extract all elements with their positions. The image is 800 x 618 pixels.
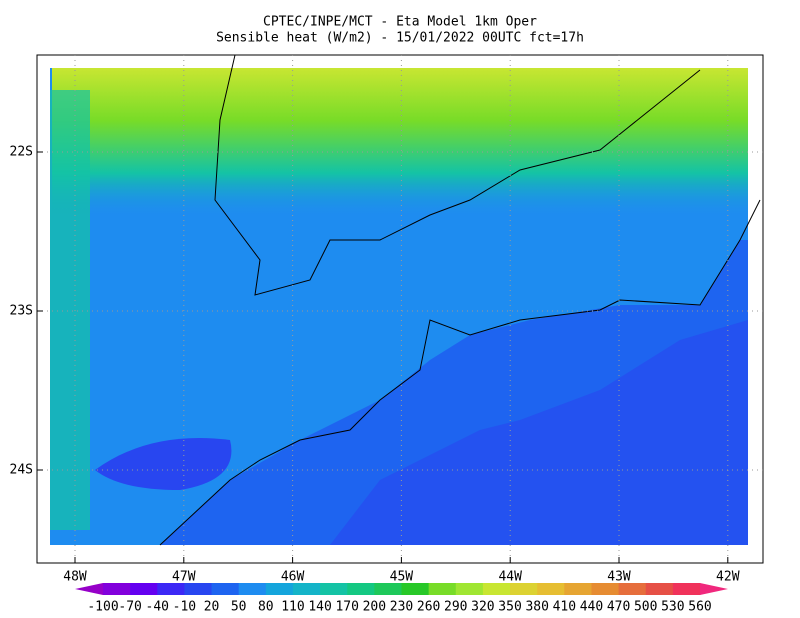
lon-label: 46W [281,570,305,585]
lon-label: 44W [498,570,522,585]
title-line-2: Sensible heat (W/m2) - 15/01/2022 00UTC … [216,31,584,46]
colorbar-box [618,583,647,595]
colorbar-box [645,583,674,595]
title-line-1: CPTEC/INPE/MCT - Eta Model 1km Oper [263,15,537,30]
colorbar-label: -100 [87,600,118,615]
colorbar-label: 170 [335,600,358,615]
lat-label: 23S [10,304,33,319]
colorbar-label: 110 [281,600,304,615]
colorbar-box [537,583,565,595]
colorbar-box [401,583,430,595]
colorbar-label: 80 [258,600,274,615]
colorbar-box [672,583,701,595]
colorbar-label: 20 [204,600,220,615]
colorbar-label: 290 [444,600,467,615]
colorbar-box [347,583,375,595]
colorbar-box [455,583,484,595]
lat-label: 24S [10,463,33,478]
colorbar-low-end [75,583,103,595]
colorbar-high-end [700,583,728,595]
colorbar-box [130,583,158,595]
colorbar-box [238,583,267,595]
colorbar-box [510,583,538,595]
coastline [159,199,761,546]
state-border [214,54,701,296]
colorbar-box [184,583,213,595]
ocean-deep [330,320,748,545]
colorbar-box [265,583,294,595]
lat-label: 22S [10,145,33,160]
colorbar-box [292,583,321,595]
lon-label: 42W [716,570,740,585]
colorbar-box [211,583,240,595]
colorbar-label: 230 [390,600,413,615]
colorbar-label: -70 [118,600,141,615]
colorbar-label: 530 [661,600,684,615]
colorbar-label: 140 [308,600,331,615]
colorbar-label: -40 [146,600,169,615]
lon-label: 43W [607,570,631,585]
colorbar-label: 200 [363,600,386,615]
colorbar-label: 470 [607,600,630,615]
colorbar-label: -10 [173,600,196,615]
colorbar-box [591,583,620,595]
colorbar-box [374,583,402,595]
colorbar-box [320,583,348,595]
colorbar-box [103,583,131,595]
colorbar-box [482,583,511,595]
field-west [50,90,90,530]
field-north [52,68,748,218]
lon-label: 48W [63,570,87,585]
colorbar-label: 350 [498,600,521,615]
colorbar-box [564,583,592,595]
colorbar-label: 440 [580,600,603,615]
colorbar-box [157,583,185,595]
colorbar-label: 560 [688,600,711,615]
field [50,54,761,546]
colorbar-box [428,583,457,595]
lon-label: 47W [172,570,196,585]
lon-label: 45W [390,570,414,585]
colorbar-label: 260 [417,600,440,615]
colorbar-label: 50 [231,600,247,615]
colorbar-label: 410 [553,600,576,615]
map-frame [36,54,764,564]
colorbar-label: 500 [634,600,657,615]
colorbar-label: 380 [525,600,548,615]
inland-low [95,438,232,490]
colorbar-label: 320 [471,600,494,615]
